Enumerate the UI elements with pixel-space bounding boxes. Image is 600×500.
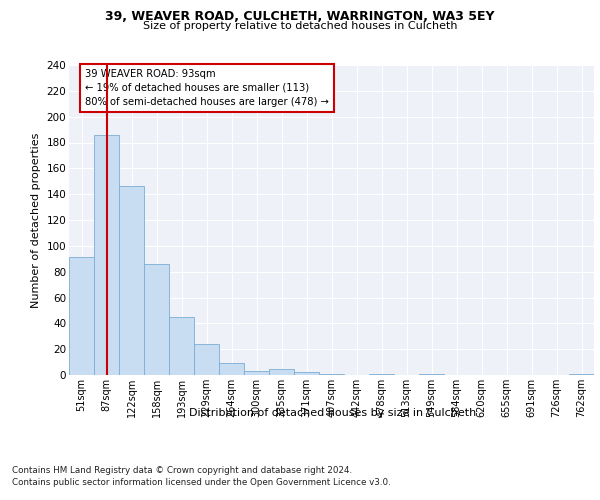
Bar	[94, 134, 119, 375]
Bar	[144, 264, 169, 375]
Text: Size of property relative to detached houses in Culcheth: Size of property relative to detached ho…	[143, 21, 457, 31]
Bar	[219, 364, 244, 375]
Bar	[269, 368, 294, 375]
Bar	[119, 186, 144, 375]
Text: Contains public sector information licensed under the Open Government Licence v3: Contains public sector information licen…	[12, 478, 391, 487]
Bar	[294, 372, 319, 375]
Bar	[194, 344, 219, 375]
Text: 39 WEAVER ROAD: 93sqm
← 19% of detached houses are smaller (113)
80% of semi-det: 39 WEAVER ROAD: 93sqm ← 19% of detached …	[85, 69, 329, 107]
Y-axis label: Number of detached properties: Number of detached properties	[31, 132, 41, 308]
Text: 39, WEAVER ROAD, CULCHETH, WARRINGTON, WA3 5EY: 39, WEAVER ROAD, CULCHETH, WARRINGTON, W…	[105, 10, 495, 23]
Bar	[319, 374, 344, 375]
Bar	[419, 374, 444, 375]
Bar	[369, 374, 394, 375]
Bar	[169, 317, 194, 375]
Text: Distribution of detached houses by size in Culcheth: Distribution of detached houses by size …	[190, 408, 476, 418]
Bar	[569, 374, 594, 375]
Text: Contains HM Land Registry data © Crown copyright and database right 2024.: Contains HM Land Registry data © Crown c…	[12, 466, 352, 475]
Bar	[69, 258, 94, 375]
Bar	[244, 371, 269, 375]
